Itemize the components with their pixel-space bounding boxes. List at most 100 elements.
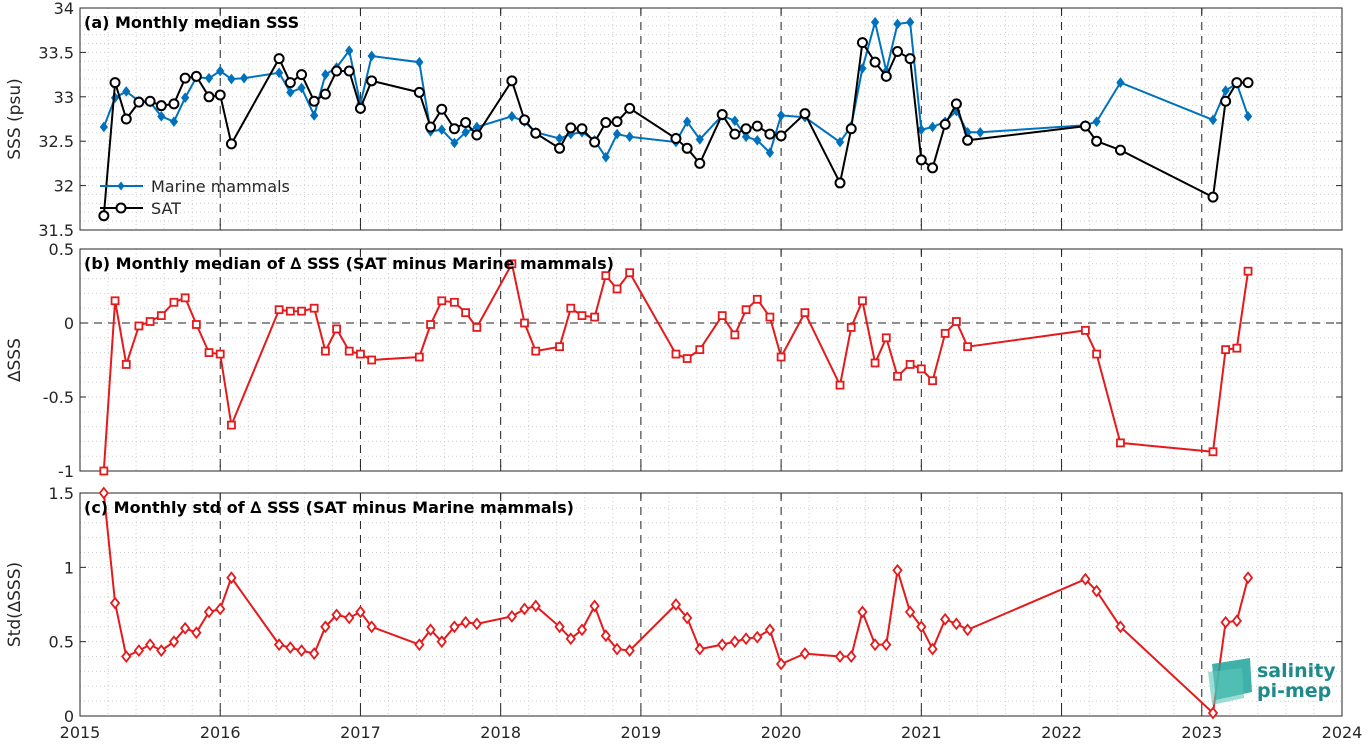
data-point bbox=[915, 154, 927, 166]
data-point bbox=[98, 486, 109, 500]
data-point bbox=[554, 620, 565, 634]
data-point bbox=[437, 124, 446, 135]
logo: salinity pi-mep bbox=[1208, 658, 1336, 705]
data-point bbox=[1080, 572, 1091, 586]
data-point bbox=[881, 333, 891, 343]
data-point bbox=[519, 602, 530, 616]
data-point bbox=[624, 102, 636, 114]
data-point bbox=[99, 466, 109, 476]
data-point bbox=[1232, 343, 1242, 353]
data-point bbox=[297, 82, 306, 94]
data-point bbox=[343, 65, 355, 77]
data-point bbox=[741, 305, 751, 315]
data-point bbox=[436, 103, 448, 115]
data-point bbox=[448, 123, 460, 135]
data-point bbox=[310, 110, 319, 121]
data-point bbox=[121, 360, 131, 369]
data-point bbox=[204, 348, 214, 358]
legend-label: SAT bbox=[151, 199, 181, 218]
data-point bbox=[309, 303, 319, 313]
x-tick-label: 2016 bbox=[200, 723, 241, 742]
data-point bbox=[203, 91, 215, 103]
x-tick-label: 2021 bbox=[901, 723, 942, 742]
data-point bbox=[1208, 114, 1218, 126]
data-point bbox=[576, 123, 588, 135]
data-point bbox=[122, 86, 131, 97]
data-point bbox=[471, 617, 482, 631]
data-point bbox=[611, 642, 623, 656]
legend-marker bbox=[117, 181, 125, 191]
axes-frame bbox=[79, 492, 1343, 717]
data-point bbox=[962, 134, 974, 146]
data-point bbox=[191, 626, 202, 640]
y-tick-label: -0.5 bbox=[43, 388, 74, 407]
data-point bbox=[144, 95, 156, 107]
data-point bbox=[846, 323, 856, 332]
data-point bbox=[729, 128, 741, 140]
data-point bbox=[765, 312, 775, 322]
data-point bbox=[225, 138, 237, 150]
data-point bbox=[846, 650, 857, 663]
data-point bbox=[99, 121, 108, 133]
data-point bbox=[695, 134, 704, 145]
data-point bbox=[928, 121, 937, 133]
series-1 bbox=[98, 486, 1254, 720]
data-point bbox=[670, 598, 682, 611]
data-point bbox=[730, 115, 739, 127]
data-point bbox=[694, 642, 705, 656]
data-point bbox=[239, 72, 249, 84]
data-point bbox=[414, 638, 425, 652]
data-point bbox=[951, 317, 961, 326]
data-point bbox=[415, 56, 424, 68]
data-point bbox=[155, 100, 167, 112]
data-point bbox=[461, 308, 471, 318]
data-point bbox=[1208, 447, 1218, 457]
data-point bbox=[215, 349, 225, 359]
data-point bbox=[226, 571, 237, 585]
data-point bbox=[284, 77, 296, 89]
data-point bbox=[1221, 85, 1230, 96]
data-point bbox=[133, 644, 145, 658]
data-point bbox=[555, 133, 564, 144]
x-tick-label: 2024 bbox=[1322, 723, 1363, 742]
data-point bbox=[799, 647, 811, 661]
data-point bbox=[951, 617, 962, 631]
data-point bbox=[590, 312, 600, 322]
data-point bbox=[331, 65, 343, 77]
data-point bbox=[880, 70, 892, 82]
data-point bbox=[286, 87, 295, 98]
data-point bbox=[530, 599, 541, 613]
data-point bbox=[601, 151, 610, 163]
data-point bbox=[1207, 706, 1219, 720]
data-point bbox=[950, 98, 962, 110]
data-point bbox=[133, 96, 145, 108]
legend: Marine mammals SAT bbox=[100, 177, 290, 218]
data-point bbox=[367, 355, 377, 365]
data-point bbox=[612, 128, 622, 140]
data-point bbox=[519, 114, 531, 126]
data-point bbox=[940, 328, 950, 338]
data-point bbox=[740, 123, 752, 135]
data-point bbox=[835, 136, 845, 148]
data-point bbox=[775, 657, 787, 671]
data-point bbox=[425, 121, 437, 133]
data-point bbox=[928, 376, 937, 386]
data-point bbox=[857, 605, 868, 619]
y-axis-label: SSS (psu) bbox=[5, 78, 25, 159]
data-point bbox=[939, 118, 951, 130]
y-tick-label: 1.5 bbox=[49, 484, 74, 503]
x-tick-label: 2022 bbox=[1041, 723, 1082, 742]
data-point bbox=[905, 360, 915, 369]
data-point bbox=[285, 641, 296, 655]
data-point bbox=[753, 134, 762, 146]
data-point bbox=[506, 75, 518, 87]
data-point bbox=[740, 632, 752, 646]
data-point bbox=[845, 123, 857, 135]
data-point bbox=[682, 354, 692, 363]
data-point bbox=[156, 311, 166, 321]
axes-frame bbox=[79, 248, 1343, 472]
data-point bbox=[858, 296, 867, 306]
data-point bbox=[962, 623, 973, 637]
panel-2: -1 -0.5 0 0.5 ∆SSS (b) Monthly median of ∆ SS… bbox=[5, 240, 1343, 481]
data-point bbox=[799, 108, 811, 120]
